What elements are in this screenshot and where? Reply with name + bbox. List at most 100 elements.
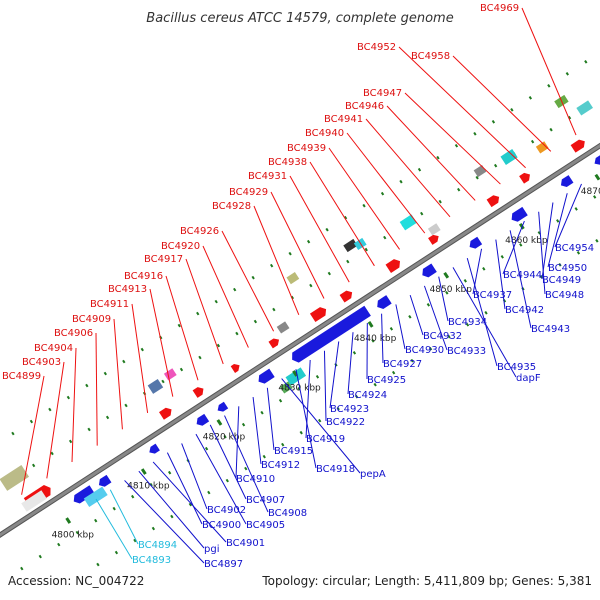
leader-line (21, 375, 45, 495)
gene-label: BC4928 (212, 201, 251, 212)
guide-dot (85, 383, 89, 388)
feature-block-shape (576, 100, 593, 116)
forward-gene (570, 139, 585, 153)
guide-dot (112, 506, 116, 511)
guide-dot (327, 271, 331, 276)
guide-dot (269, 263, 274, 268)
guide-dot (547, 83, 551, 88)
guide-dot (389, 326, 394, 331)
gene-label: BC4954 (555, 243, 594, 254)
guide-dot (410, 358, 414, 363)
gene-label: BC4969 (480, 3, 519, 14)
guide-dot (457, 187, 461, 192)
leader-line (386, 105, 476, 201)
reverse-gene (217, 401, 229, 412)
guide-dot (29, 419, 34, 424)
leader-line (266, 387, 275, 451)
gene-label: BC4950 (548, 263, 587, 274)
tick-label: 4800 kbp (52, 530, 95, 540)
leader-line (328, 147, 401, 250)
tick-label: 4820 kbp (203, 432, 246, 442)
reverse-gene-shape (342, 316, 356, 329)
reverse-gene-shape (98, 474, 112, 487)
gene-features (0, 94, 600, 512)
forward-gene-shape (385, 259, 401, 273)
guide-dot (235, 331, 239, 336)
leader-line (185, 258, 224, 365)
gene-label: BC4918 (316, 464, 355, 475)
feature-block (21, 490, 47, 512)
guide-dot (140, 347, 144, 352)
leader-line (209, 424, 247, 500)
guide-dot (336, 406, 340, 411)
gene-label: BC4944 (503, 270, 542, 281)
leader-line (165, 275, 199, 381)
leader-line (323, 350, 327, 422)
tick-mark (292, 370, 298, 377)
tick-label: 4860 kbp (505, 236, 548, 246)
kbp-tick: 4820 kbp (203, 419, 246, 442)
forward-gene-shape (309, 307, 327, 323)
gene-label: BC4946 (345, 101, 384, 112)
tick-mark (594, 173, 600, 181)
guide-dot (196, 311, 200, 316)
leader-line (224, 415, 269, 513)
leader-line (381, 313, 384, 364)
gene-label: BC4916 (124, 271, 163, 282)
gene-label: BC4912 (261, 460, 300, 471)
guide-dot (556, 219, 560, 223)
reverse-gene (594, 154, 600, 165)
tick-label: 4840 kbp (354, 334, 397, 344)
reverse-gene (560, 175, 574, 187)
gene-label: BC4906 (54, 328, 93, 339)
guide-dot (57, 542, 61, 547)
gene-label: BC4919 (306, 434, 345, 445)
reverse-gene-shape (258, 368, 275, 384)
guide-dot (31, 463, 36, 468)
gene-label: BC4930 (405, 345, 444, 356)
gene-label: BC4901 (226, 538, 265, 549)
leader-line (347, 332, 354, 395)
label-leader-lines (21, 7, 582, 564)
forward-gene-shape (159, 407, 172, 420)
gene-label: BC4952 (357, 42, 396, 53)
kbp-tick: 4870 kbp (581, 173, 600, 197)
tick-mark (140, 468, 147, 475)
leader-line (541, 202, 554, 280)
gene-label: BC4934 (448, 317, 487, 328)
guide-dot (225, 478, 229, 483)
reverse-gene (73, 485, 95, 504)
guide-dot (149, 482, 153, 487)
reverse-gene-shape (422, 263, 437, 278)
reverse-gene-shape (149, 443, 160, 454)
guide-dot (380, 191, 385, 196)
guide-dot (576, 251, 581, 255)
gene-label: pepA (360, 469, 386, 480)
forward-gene (339, 290, 353, 303)
guide-dot (20, 566, 24, 571)
map-title: Bacillus cereus ATCC 14579, complete gen… (146, 11, 453, 26)
forward-gene-shape (339, 290, 353, 303)
gene-label: BC4933 (447, 346, 486, 357)
leader-line (46, 361, 65, 479)
guide-dot (306, 239, 311, 244)
gene-label: BC4909 (72, 314, 111, 325)
gene-label: BC4907 (246, 495, 285, 506)
forward-gene-shape (570, 139, 585, 153)
leader-line (554, 183, 582, 248)
backbone-line (0, 143, 600, 537)
guide-dot (309, 283, 313, 288)
gene-label: BC4931 (248, 171, 287, 182)
leader-line (124, 480, 205, 564)
guide-dot (170, 514, 174, 519)
kbp-tick: 4850 kbp (430, 271, 472, 295)
guide-dot (161, 379, 165, 384)
forward-gene-shape (192, 387, 204, 398)
reverse-gene-shape (217, 401, 229, 412)
feature-block (399, 214, 417, 231)
feature-block (535, 141, 549, 154)
feature-block (343, 238, 358, 253)
guide-dot (436, 155, 440, 160)
leader-line (252, 397, 262, 465)
